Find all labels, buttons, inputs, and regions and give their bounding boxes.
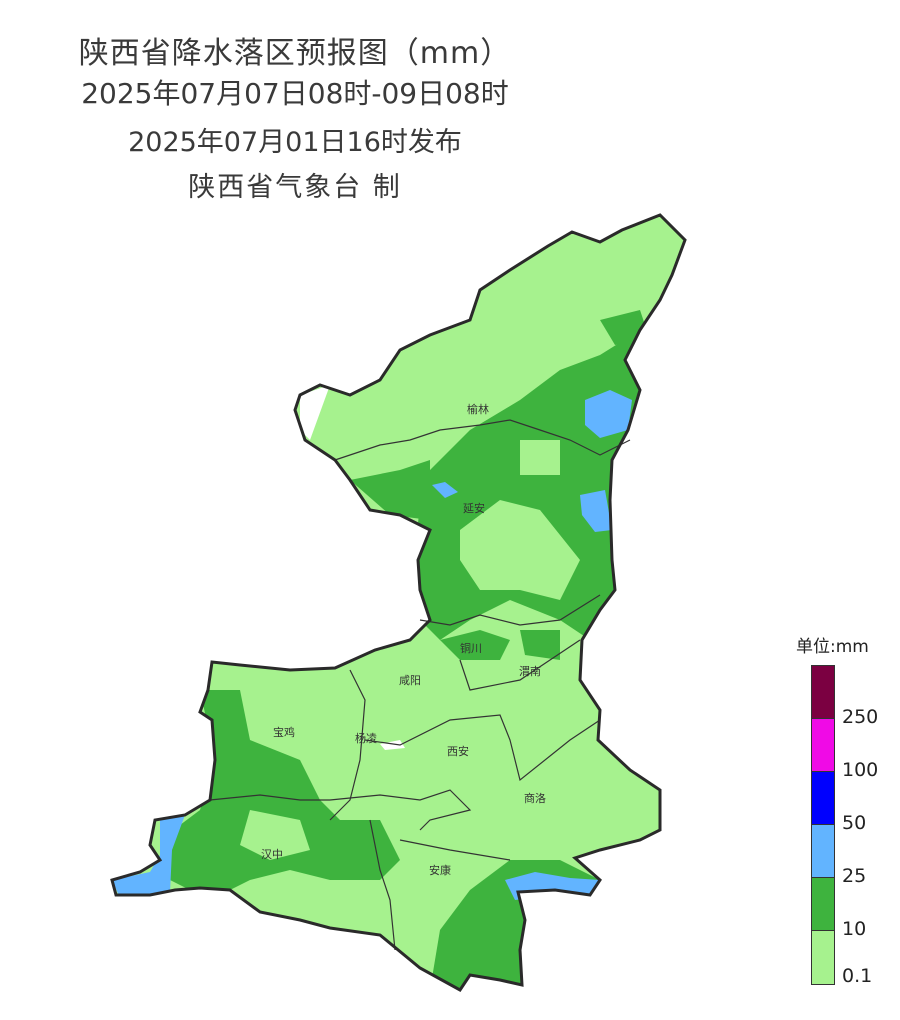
legend-label: 0.1 bbox=[842, 965, 873, 987]
city-label: 安康 bbox=[429, 863, 451, 877]
city-label: 咸阳 bbox=[399, 674, 421, 687]
city-label: 榆林 bbox=[467, 402, 489, 416]
city-label: 杨凌 bbox=[355, 731, 377, 745]
city-label: 渭南 bbox=[519, 665, 541, 678]
city-label: 汉中 bbox=[261, 848, 283, 861]
legend-swatch bbox=[812, 878, 834, 931]
rainfall-layers bbox=[112, 215, 685, 990]
legend-swatch bbox=[812, 931, 834, 984]
city-label: 宝鸡 bbox=[273, 725, 295, 739]
city-label: 西安 bbox=[447, 744, 469, 758]
city-label: 商洛 bbox=[524, 791, 546, 805]
legend-swatch bbox=[812, 666, 834, 719]
city-label: 延安 bbox=[463, 501, 485, 515]
legend-label: 50 bbox=[842, 812, 867, 834]
city-label: 铜川 bbox=[460, 641, 482, 655]
legend-swatch bbox=[812, 825, 834, 878]
legend-swatch bbox=[812, 719, 834, 772]
forecast-period: 2025年07月07日08时-09日08时 bbox=[81, 77, 509, 110]
legend-swatch bbox=[812, 772, 834, 825]
city-boundaries bbox=[209, 419, 631, 951]
legend-color-bar bbox=[811, 665, 835, 985]
legend-label: 100 bbox=[842, 759, 879, 781]
producer: 陕西省气象台 制 bbox=[188, 172, 402, 203]
map-title: 陕西省降水落区预报图（mm） bbox=[78, 36, 512, 71]
legend-unit: 单位:mm bbox=[796, 637, 869, 657]
legend-label: 250 bbox=[842, 706, 879, 728]
issue-time: 2025年07月01日16时发布 bbox=[128, 127, 462, 158]
legend-label: 25 bbox=[842, 865, 867, 887]
legend-label: 10 bbox=[842, 918, 867, 940]
